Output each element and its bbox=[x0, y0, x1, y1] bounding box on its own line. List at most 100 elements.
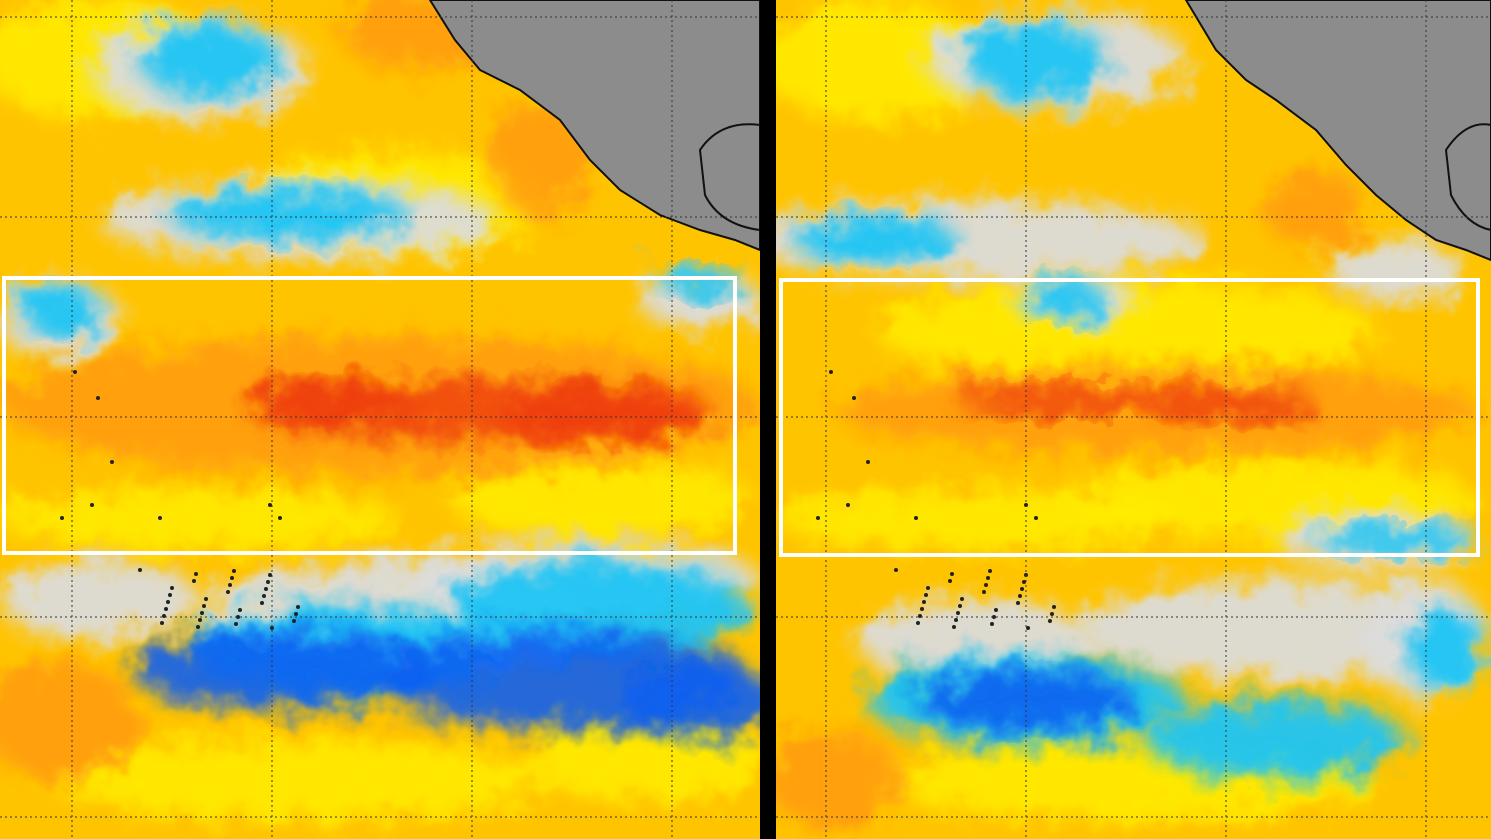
warm-light-region bbox=[450, 460, 750, 540]
island bbox=[264, 587, 268, 591]
cool-anomaly-region bbox=[140, 25, 280, 95]
warm-anomaly-region bbox=[1266, 170, 1366, 250]
warm-light-region bbox=[50, 740, 550, 820]
island bbox=[158, 516, 162, 520]
island bbox=[110, 460, 114, 464]
island bbox=[292, 619, 296, 623]
island bbox=[924, 593, 928, 597]
island bbox=[954, 618, 958, 622]
island bbox=[846, 503, 850, 507]
land-mass bbox=[428, 0, 760, 252]
warm-light-region bbox=[876, 280, 1376, 380]
island bbox=[278, 516, 282, 520]
island bbox=[948, 579, 952, 583]
island bbox=[196, 625, 200, 629]
island bbox=[920, 607, 924, 611]
island bbox=[1016, 601, 1020, 605]
strong-cool-anomaly-region bbox=[130, 630, 430, 710]
island bbox=[164, 607, 168, 611]
island bbox=[992, 615, 996, 619]
warm-light-region bbox=[0, 490, 400, 550]
island bbox=[982, 590, 986, 594]
island bbox=[986, 576, 990, 580]
neutral-region bbox=[0, 560, 200, 640]
island bbox=[226, 590, 230, 594]
land-mass bbox=[698, 123, 760, 232]
cool-anomaly-region bbox=[796, 215, 956, 265]
land-mass bbox=[1184, 0, 1491, 262]
sst-map-right bbox=[776, 0, 1491, 839]
sst-anomaly-map bbox=[776, 0, 1491, 839]
island bbox=[926, 586, 930, 590]
island bbox=[1026, 626, 1030, 630]
island bbox=[950, 572, 954, 576]
island bbox=[990, 622, 994, 626]
island bbox=[268, 503, 272, 507]
island bbox=[829, 370, 833, 374]
island bbox=[952, 625, 956, 629]
island bbox=[270, 626, 274, 630]
warm-light-region bbox=[776, 490, 1176, 550]
island bbox=[204, 597, 208, 601]
island bbox=[198, 618, 202, 622]
island bbox=[168, 593, 172, 597]
warm-light-region bbox=[530, 720, 760, 800]
island bbox=[294, 612, 298, 616]
island bbox=[236, 615, 240, 619]
cool-anomaly-region bbox=[170, 190, 410, 240]
sst-map-left bbox=[0, 0, 760, 839]
island bbox=[1020, 587, 1024, 591]
cool-anomaly-region bbox=[1406, 610, 1486, 690]
island bbox=[1052, 605, 1056, 609]
hot-anomaly-region bbox=[500, 390, 700, 440]
island bbox=[268, 573, 272, 577]
island bbox=[960, 597, 964, 601]
warm-anomaly-region bbox=[776, 730, 906, 830]
nino-region-box bbox=[2, 276, 737, 555]
cool-anomaly-region bbox=[1146, 700, 1406, 780]
island bbox=[170, 586, 174, 590]
island bbox=[296, 605, 300, 609]
land-mass bbox=[1444, 123, 1491, 232]
hot-anomaly-region bbox=[956, 385, 1196, 415]
panel-divider bbox=[760, 0, 776, 839]
island bbox=[956, 611, 960, 615]
island bbox=[160, 621, 164, 625]
neutral-region bbox=[1326, 240, 1466, 300]
warm-anomaly-region bbox=[490, 100, 590, 220]
island bbox=[138, 568, 142, 572]
cool-anomaly-region bbox=[1026, 280, 1106, 320]
island bbox=[914, 516, 918, 520]
cool-anomaly-region bbox=[1316, 525, 1476, 555]
island bbox=[894, 568, 898, 572]
island bbox=[1022, 580, 1026, 584]
island bbox=[166, 600, 170, 604]
island bbox=[73, 370, 77, 374]
island bbox=[994, 608, 998, 612]
island bbox=[916, 621, 920, 625]
island bbox=[200, 611, 204, 615]
island bbox=[192, 579, 196, 583]
warm-anomaly-region bbox=[0, 660, 140, 780]
island bbox=[228, 583, 232, 587]
strong-cool-anomaly-region bbox=[620, 660, 760, 740]
nino-region-box bbox=[779, 278, 1480, 557]
island bbox=[230, 576, 234, 580]
island bbox=[1018, 594, 1022, 598]
hot-anomaly-region bbox=[250, 380, 410, 420]
island bbox=[202, 604, 206, 608]
warm-light-region bbox=[776, 0, 996, 120]
island bbox=[988, 569, 992, 573]
hot-anomaly-region bbox=[1156, 387, 1316, 423]
island bbox=[922, 600, 926, 604]
island bbox=[1050, 612, 1054, 616]
sst-anomaly-map bbox=[0, 0, 760, 839]
island bbox=[1048, 619, 1052, 623]
cool-anomaly-region bbox=[966, 20, 1106, 100]
island bbox=[96, 396, 100, 400]
island bbox=[234, 622, 238, 626]
island bbox=[266, 580, 270, 584]
island bbox=[1034, 516, 1038, 520]
island bbox=[232, 569, 236, 573]
island bbox=[816, 516, 820, 520]
